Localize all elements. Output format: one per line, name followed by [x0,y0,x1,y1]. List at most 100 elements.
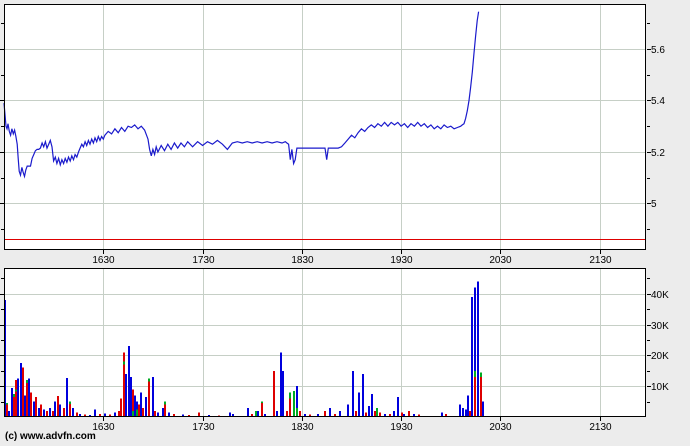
x-axis-label: 1830 [291,255,314,266]
volume-bar [282,370,284,417]
volume-bar [480,376,482,417]
volume-bar [94,409,96,417]
volume-bar [403,413,405,417]
volume-bar [347,404,349,417]
volume-bar [157,412,159,417]
volume-bar [123,364,125,417]
copyright-text: (c) www.advfn.com [5,431,96,442]
volume-bar [69,404,71,417]
volume-bar [296,407,298,417]
volume-bar [76,412,78,417]
x-axis-label: 1730 [192,422,215,433]
y-axis-label: 5 [651,199,657,210]
volume-bar [162,407,164,417]
volume-bar [229,412,231,417]
volume-bar [465,409,467,417]
volume-bar [30,392,32,417]
price-plot-border [4,4,646,250]
volume-bar [471,296,473,417]
volume-bar [145,396,147,417]
y-axis-label: 5.6 [651,45,665,56]
volume-bar [309,414,311,417]
volume-bar [54,401,56,417]
volume-bar [125,373,127,417]
volume-bar [120,398,122,417]
volume-bar [79,413,81,417]
x-axis-label: 1730 [192,255,215,266]
volume-bar [6,404,8,417]
volume-bar [474,287,476,417]
volume-bar [11,387,13,417]
volume-bar [99,413,101,417]
x-axis-label: 1930 [390,255,413,266]
volume-bar [84,414,86,417]
volume-bar [43,409,45,417]
volume-bar [276,410,278,417]
volume-bar [469,410,471,417]
x-axis-label: 1930 [390,422,413,433]
volume-bar [232,413,234,417]
volume-bar [261,403,263,417]
volume-bar [304,413,306,417]
volume-bar [389,413,391,417]
y-axis-label: 5.4 [651,96,665,107]
volume-bar [477,281,479,417]
volume-bar [251,413,253,417]
volume-bar [418,414,420,417]
volume-bar [35,396,37,417]
volume-bar [15,391,17,417]
x-axis-label: 1630 [92,422,115,433]
y-axis-label: 40K [651,290,669,301]
volume-bar [482,401,484,417]
y-axis-label: 30K [651,321,669,332]
volume-bar [371,393,373,417]
x-axis-label: 2130 [589,422,612,433]
volume-bar [293,390,295,417]
volume-bar [49,407,51,417]
volume-bar [128,346,130,417]
volume-bar [114,412,116,417]
volume-bar [459,404,461,417]
volume-bar [63,407,65,417]
volume-bar [329,407,331,417]
volume-bar [66,377,68,417]
volume-bar [467,395,469,417]
volume-bar [296,386,298,417]
volume-bar [17,378,19,417]
volume-bar [26,383,28,417]
volume-bar [352,370,354,417]
volume-bar [38,407,40,417]
volume-bar [140,392,142,417]
y-axis-label: 20K [651,351,669,362]
volume-bar [182,414,184,417]
volume-bar [148,381,150,417]
x-axis-label: 2030 [489,255,512,266]
volume-bar [8,410,10,417]
volume-bar [324,410,326,417]
volume-bar [374,410,376,417]
volume-bar [393,410,395,417]
volume-bar [132,389,134,417]
volume-bar [379,412,381,417]
volume-bar [136,409,138,417]
price-plot-area [4,4,646,250]
volume-bar [397,396,399,417]
volume-bar [401,412,403,417]
x-axis-label: 2030 [489,422,512,433]
price-line [3,11,480,179]
volume-bar [109,414,111,417]
volume-bar [52,410,54,417]
volume-bar [24,395,26,417]
volume-bar [173,413,175,417]
volume-bar [264,413,266,417]
y-axis-label: 10K [651,382,669,393]
volume-bar [33,401,35,417]
volume-bar [168,412,170,417]
volume-bar [413,413,415,417]
volume-bar [299,410,301,417]
volume-bar [358,392,360,417]
volume-bar [152,376,154,417]
volume-bar [339,410,341,417]
